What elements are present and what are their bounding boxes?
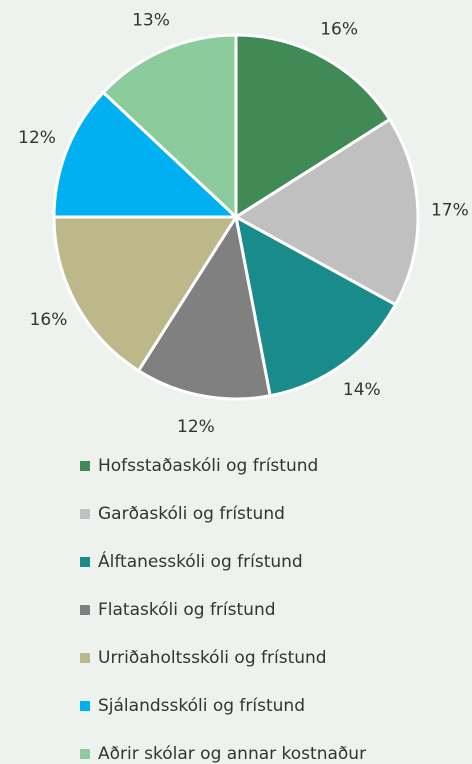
data-label: 17% <box>431 200 469 220</box>
data-label: 14% <box>343 380 381 400</box>
data-label: 12% <box>18 128 56 148</box>
data-label: 16% <box>30 310 68 330</box>
legend-swatch <box>80 509 90 519</box>
pie-slice <box>101 33 238 221</box>
legend-label: Flataskóli og frístund <box>98 600 276 620</box>
legend-label: Sjálandsskóli og frístund <box>98 696 305 716</box>
data-label: 12% <box>177 417 215 437</box>
pie-slice <box>136 212 272 401</box>
legend-swatch <box>80 701 90 711</box>
pie-slice <box>233 117 420 307</box>
legend-label: Aðrir skólar og annar kostnaður <box>98 744 366 764</box>
pie-slice <box>234 33 392 220</box>
pie-slice <box>233 214 398 398</box>
legend-swatch <box>80 749 90 759</box>
legend-label: Urriðaholtsskóli og frístund <box>98 648 327 668</box>
legend-swatch <box>80 557 90 567</box>
legend-swatch <box>80 605 90 615</box>
data-label: 16% <box>320 19 358 39</box>
legend-swatch <box>80 461 90 471</box>
data-label: 13% <box>132 11 170 31</box>
legend-swatch <box>80 653 90 663</box>
legend-label: Garðaskóli og frístund <box>98 504 285 524</box>
legend-label: Hofsstaðaskóli og frístund <box>98 456 318 476</box>
legend-label: Álftanesskóli og frístund <box>98 550 303 572</box>
pie-slice <box>52 215 239 373</box>
pie-slice <box>52 90 240 219</box>
